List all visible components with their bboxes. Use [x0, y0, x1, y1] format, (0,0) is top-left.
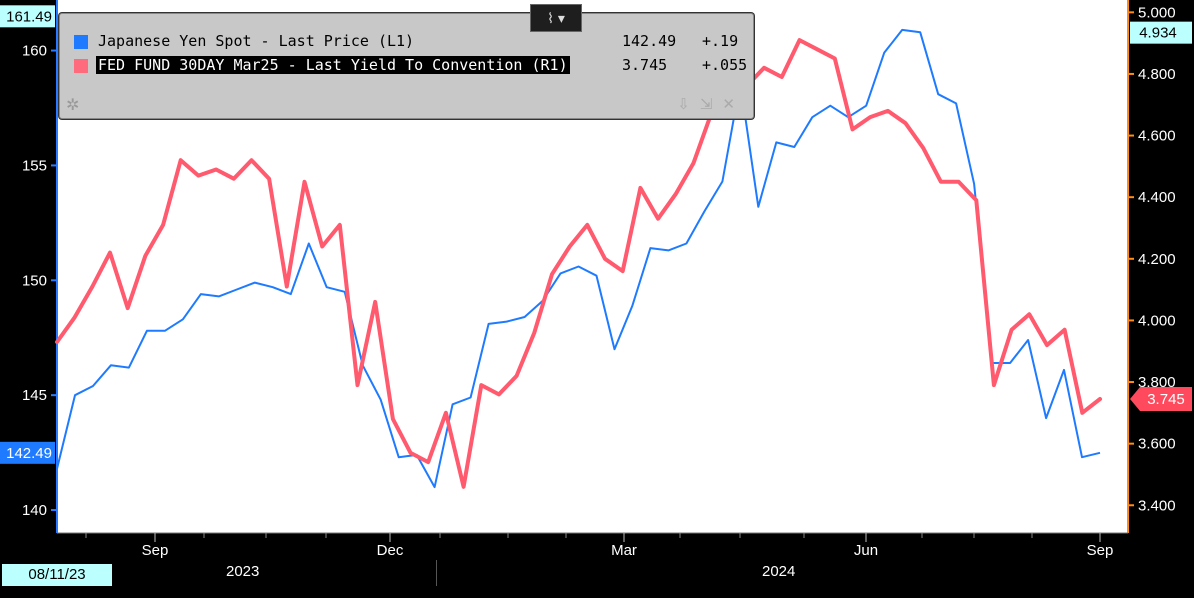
left-tick-label: 140 [22, 502, 47, 519]
legend-series-change: +.055 [702, 56, 748, 74]
x-tick-label: Mar [611, 542, 637, 559]
left-high-badge: 161.49 [6, 8, 52, 25]
legend-swatch-yen [74, 35, 88, 49]
year-label-2023: 2023 [226, 563, 260, 580]
right-tick-label: 3.400 [1138, 497, 1176, 514]
x-tick-label: Sep [1087, 542, 1114, 559]
series-line-fed-fund [55, 38, 1102, 489]
left-high-badge-bg [0, 5, 55, 28]
gear-icon[interactable]: ✲ [66, 97, 80, 114]
pin-icon[interactable]: ⇩ [677, 96, 700, 113]
left-tick-label: 150 [22, 272, 47, 289]
right-tick-label: 4.000 [1138, 312, 1176, 329]
year-separator [436, 560, 437, 586]
right-tick-label: 3.800 [1138, 374, 1176, 391]
right-tick-label: 3.600 [1138, 436, 1176, 453]
legend-footer: ✲ ⇩⇲✕ [60, 92, 753, 118]
right-tick-label: 4.600 [1138, 128, 1176, 145]
right-tick-label: 4.800 [1138, 66, 1176, 83]
x-tick-label: Jun [854, 542, 878, 559]
x-tick-label: Sep [142, 542, 169, 559]
year-label-2024: 2024 [762, 563, 796, 580]
line-chart-icon: ⌇ [547, 10, 554, 26]
left-current-badge-bg [0, 441, 55, 464]
legend-window-controls: ⇩⇲✕ [677, 95, 745, 113]
legend-series-name: FED FUND 30DAY Mar25 - Last Yield To Con… [96, 56, 570, 74]
right-high-badge-bg [1130, 21, 1192, 44]
left-tick-label: 160 [22, 43, 47, 60]
chart-type-button[interactable]: ⌇ ▾ [530, 4, 582, 32]
series-line-yen [56, 28, 1101, 489]
right-tick-label: 5.000 [1138, 4, 1176, 21]
legend-panel[interactable]: Japanese Yen Spot - Last Price (L1) 142.… [59, 13, 754, 119]
left-tick-label: 155 [22, 157, 47, 174]
legend-series-change: +.19 [702, 32, 739, 50]
start-date-badge: 08/11/23 [2, 564, 112, 586]
minimize-icon[interactable]: ⇲ [699, 96, 723, 113]
close-icon[interactable]: ✕ [722, 96, 745, 113]
left-current-badge: 142.49 [6, 445, 52, 462]
legend-series-value: 142.49 [622, 32, 677, 50]
legend-swatch-fed-fund [74, 59, 88, 73]
chevron-down-icon: ▾ [557, 10, 565, 26]
right-high-badge: 4.934 [1139, 25, 1177, 42]
legend-series-name: Japanese Yen Spot - Last Price (L1) [98, 32, 415, 50]
right-tick-label: 4.400 [1138, 189, 1176, 206]
right-tick-label: 4.200 [1138, 251, 1176, 268]
legend-series-value: 3.745 [622, 56, 668, 74]
left-tick-label: 145 [22, 387, 47, 404]
right-current-badge: 3.745 [1147, 391, 1185, 408]
x-tick-label: Dec [377, 542, 404, 559]
right-current-badge-bg [1130, 386, 1192, 411]
